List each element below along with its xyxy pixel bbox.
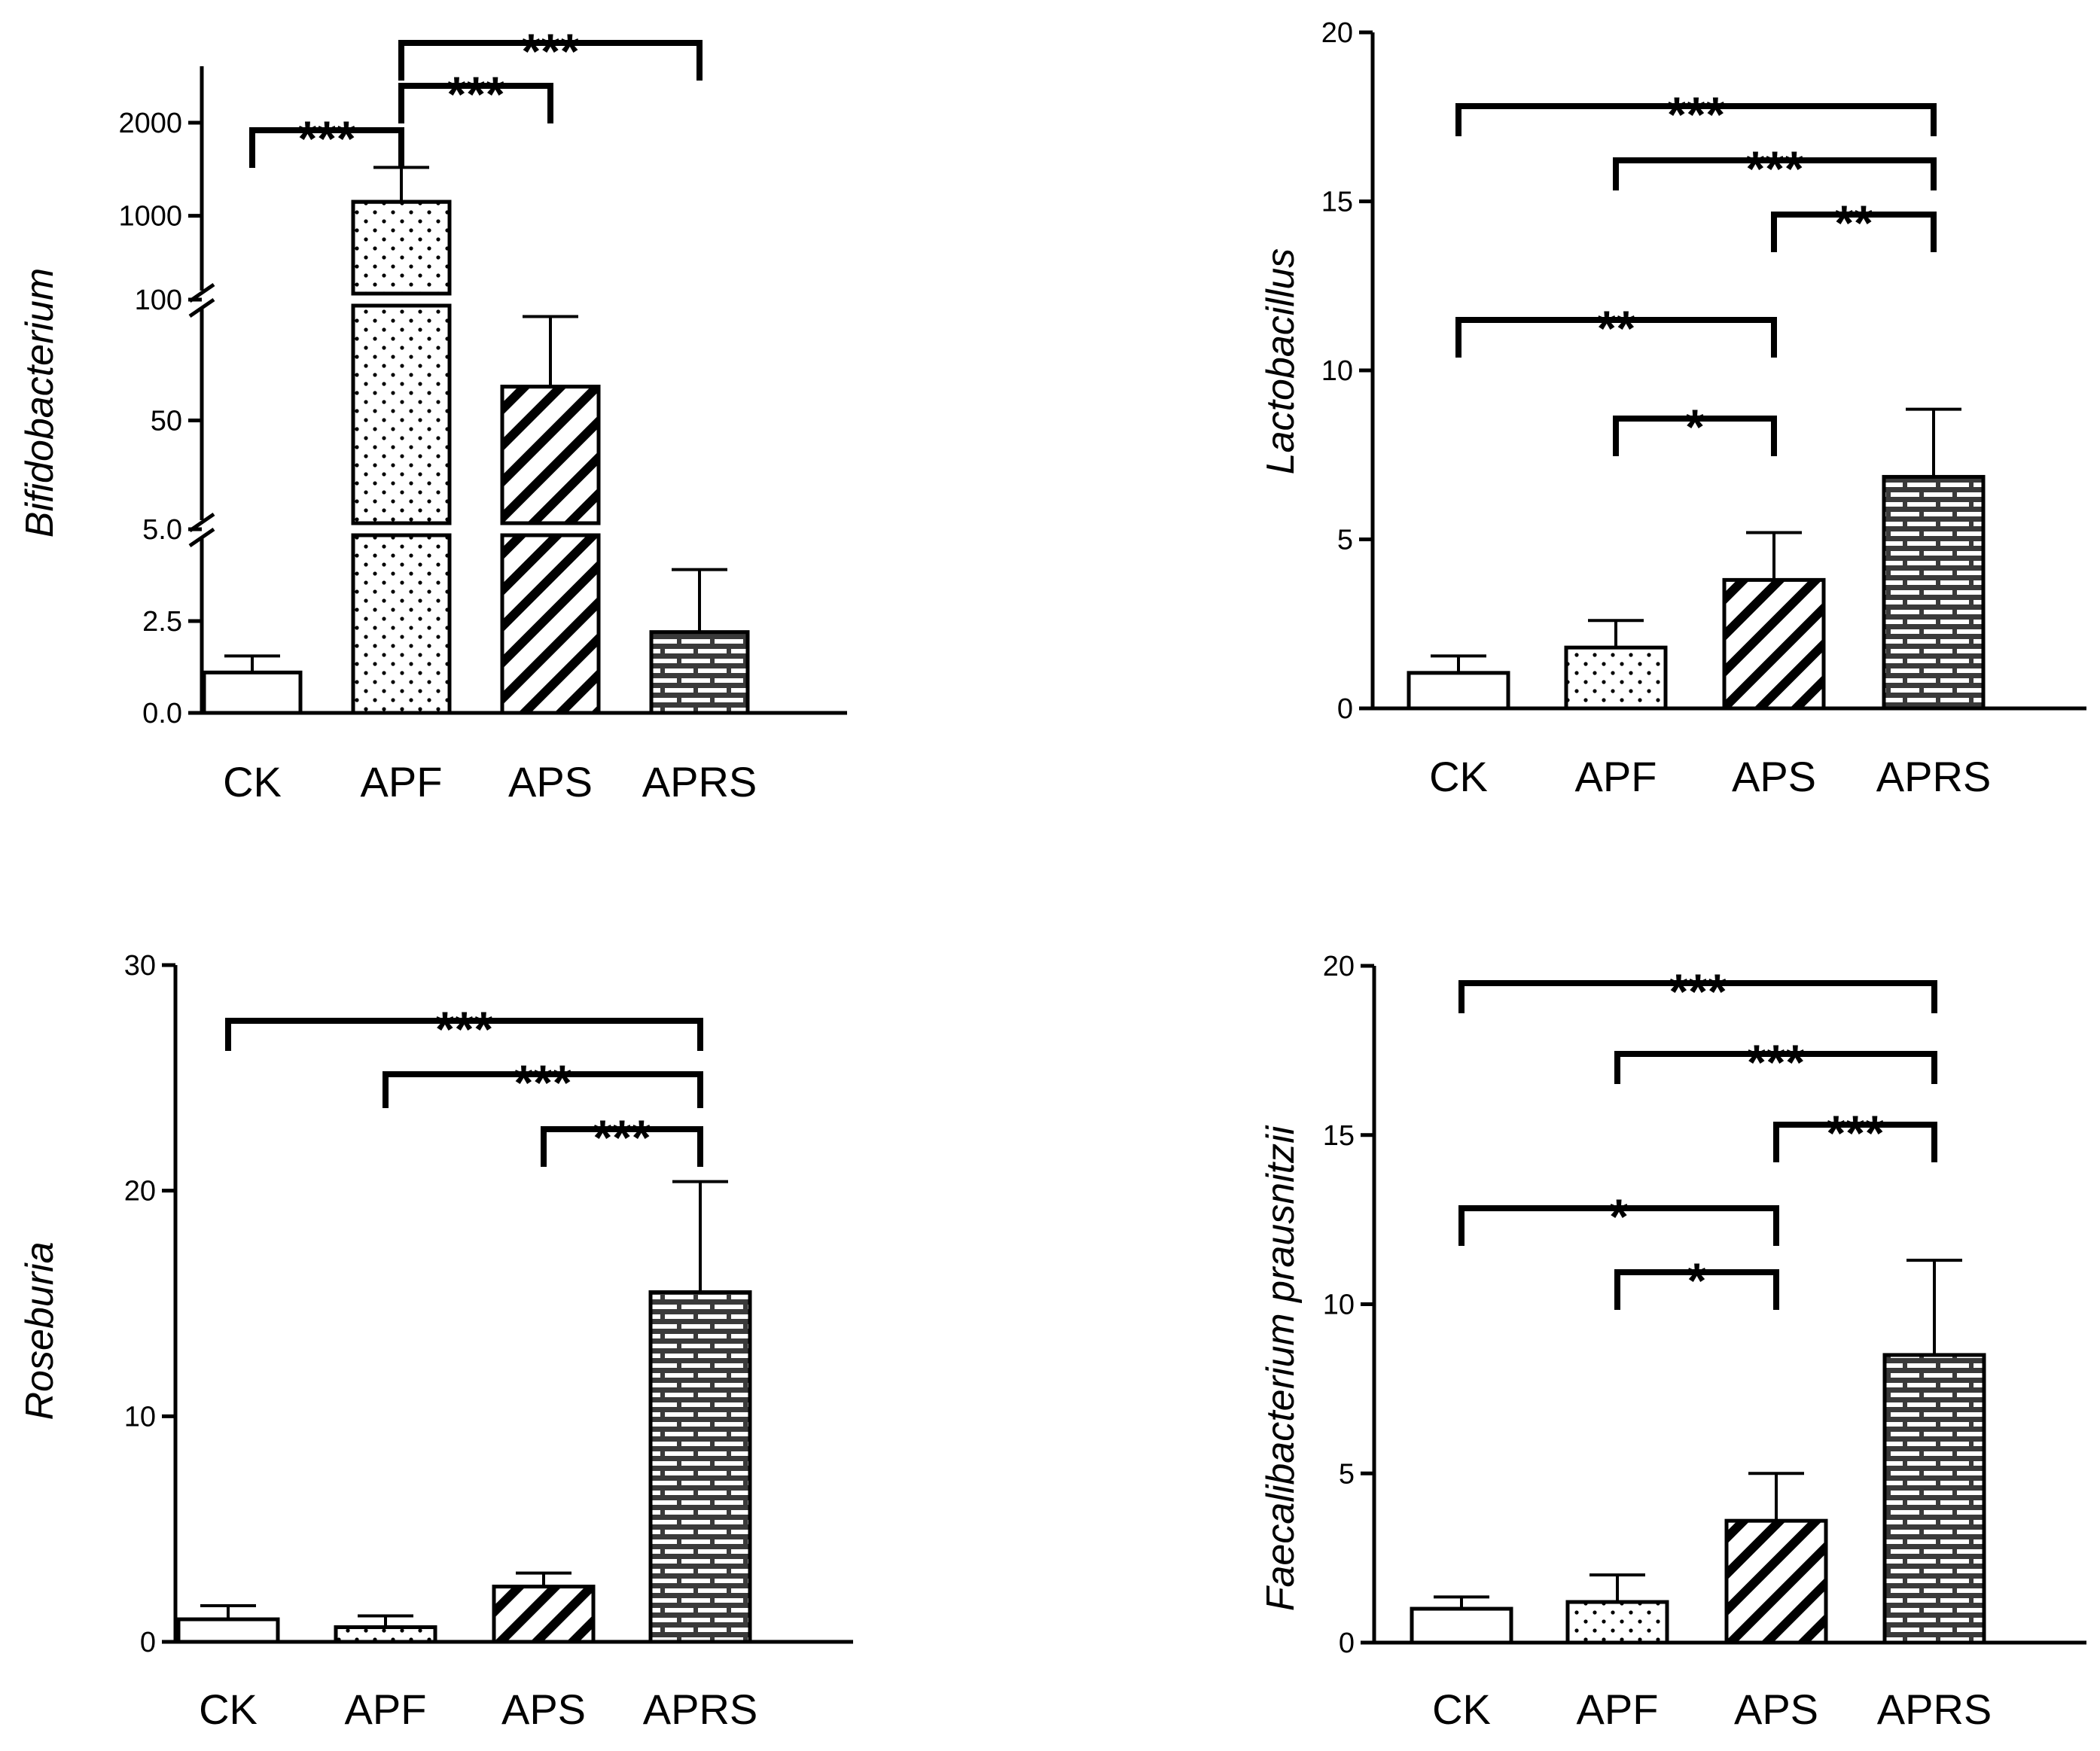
y-tick-label: 10 bbox=[1321, 355, 1353, 387]
y-tick-label: 0 bbox=[1337, 693, 1353, 725]
y-tick-label: 5 bbox=[1337, 525, 1353, 556]
roseburia-chart: 0 10 20 30 CK APF APS APRS Roseburia *** *** *** bbox=[18, 950, 853, 1733]
significance-bracket bbox=[1771, 212, 1937, 252]
bar-aps bbox=[492, 1585, 596, 1644]
x-tick-label-apf: APF bbox=[1575, 753, 1657, 800]
x-tick-label-ck: CK bbox=[1432, 1686, 1491, 1733]
significance-bracket bbox=[1455, 103, 1937, 136]
y-tick-label: 2000 bbox=[118, 108, 182, 139]
significance-label: * bbox=[1687, 1253, 1707, 1308]
bar-aps-seg-1 bbox=[500, 385, 601, 525]
x-tick-label-apf: APF bbox=[1577, 1686, 1659, 1733]
axis-break-mark bbox=[188, 527, 215, 548]
x-tick-label-aps: APS bbox=[1732, 753, 1816, 800]
significance-bracket bbox=[1773, 1122, 1937, 1162]
significance-label: *** bbox=[521, 23, 579, 79]
significance-label: *** bbox=[593, 1110, 651, 1165]
bar-ck bbox=[1407, 671, 1510, 711]
bar-aprs bbox=[1882, 474, 1986, 711]
significance-label: *** bbox=[1826, 1105, 1884, 1161]
x-tick-label-aprs: APRS bbox=[1877, 1686, 1992, 1733]
significance-label: *** bbox=[297, 111, 355, 166]
significance-bracket bbox=[1614, 1269, 1779, 1310]
bar-ck bbox=[1410, 1606, 1513, 1645]
y-tick-label: 15 bbox=[1323, 1120, 1355, 1152]
significance-label: * bbox=[1609, 1189, 1629, 1244]
significance-label: *** bbox=[1667, 87, 1725, 142]
bar-apf-seg-1 bbox=[351, 303, 452, 525]
significance-bracket bbox=[1613, 416, 1777, 456]
y-tick-label: 20 bbox=[1323, 951, 1355, 982]
y-tick-label: 15 bbox=[1321, 187, 1353, 218]
significance-bracket bbox=[1614, 1051, 1937, 1084]
bar-aps bbox=[1724, 1518, 1828, 1645]
x-tick-label-aprs: APRS bbox=[642, 758, 757, 805]
y-tick-label: 20 bbox=[1321, 17, 1353, 49]
significance-bracket bbox=[398, 40, 703, 81]
significance-bracket bbox=[249, 127, 404, 168]
y-tick-label: 30 bbox=[124, 950, 156, 982]
y-axis-title: Bifidobacterium bbox=[18, 268, 62, 537]
y-tick-label: 0.0 bbox=[142, 698, 182, 729]
x-tick-label-ck: CK bbox=[1429, 753, 1488, 800]
x-tick-label-apf: APF bbox=[345, 1686, 427, 1733]
y-tick-label: 20 bbox=[124, 1176, 156, 1207]
x-tick-label-aps: APS bbox=[1734, 1686, 1818, 1733]
bar-aprs bbox=[648, 1290, 752, 1644]
significance-label: ** bbox=[1834, 195, 1873, 251]
significance-bracket bbox=[1455, 317, 1777, 358]
significance-bracket bbox=[1613, 157, 1937, 190]
y-tick-label: 50 bbox=[151, 406, 182, 437]
bar-apf-seg-2 bbox=[351, 199, 452, 296]
y-axis-title: Lactobacillus bbox=[1259, 248, 1303, 475]
y-tick-label: 2.5 bbox=[142, 606, 182, 638]
significance-bracket bbox=[1458, 980, 1937, 1013]
significance-label: ** bbox=[1597, 300, 1636, 356]
significance-label: *** bbox=[514, 1055, 571, 1110]
bar-aps-seg-0 bbox=[500, 533, 601, 715]
y-tick-label: 5 bbox=[1339, 1458, 1355, 1490]
y-tick-label: 10 bbox=[1323, 1290, 1355, 1321]
bar-aprs bbox=[649, 630, 750, 715]
y-tick-label: 10 bbox=[124, 1401, 156, 1433]
y-tick-label: 5.0 bbox=[142, 514, 182, 546]
bar-ck bbox=[176, 1617, 280, 1644]
y-axis-title: Roseburia bbox=[18, 1241, 62, 1420]
faecalibacterium-chart: 0 5 10 15 20 CK APF APS APRS Faecalibacterium pra… bbox=[1259, 951, 2086, 1733]
significance-bracket bbox=[541, 1126, 703, 1167]
x-tick-label-aprs: APRS bbox=[1876, 753, 1992, 800]
x-tick-label-aps: APS bbox=[501, 1686, 586, 1733]
bar-apf bbox=[334, 1625, 437, 1644]
significance-label: * bbox=[1685, 399, 1705, 455]
bifidobacterium-chart: 0.0 2.5 5.0 50 100 1000 2000 CK APF APS APRS Bifido… bbox=[18, 23, 847, 805]
significance-bracket bbox=[398, 83, 553, 123]
y-tick-label: 0 bbox=[1339, 1628, 1355, 1659]
significance-label: *** bbox=[1669, 964, 1727, 1019]
bar-aps bbox=[1722, 577, 1826, 711]
significance-bracket bbox=[225, 1018, 703, 1051]
significance-label: *** bbox=[1745, 141, 1803, 196]
x-tick-label-ck: CK bbox=[223, 758, 282, 805]
significance-bracket bbox=[383, 1071, 703, 1108]
significance-label: *** bbox=[447, 66, 504, 122]
x-tick-label-aps: APS bbox=[508, 758, 593, 805]
significance-bracket bbox=[1458, 1205, 1779, 1246]
bar-apf bbox=[1565, 1600, 1669, 1645]
y-axis-title: Faecalibacterium prausnitzii bbox=[1259, 1125, 1303, 1611]
y-tick-label: 100 bbox=[135, 285, 182, 316]
axis-break-mark bbox=[188, 297, 215, 318]
x-tick-label-ck: CK bbox=[199, 1686, 258, 1733]
bar-apf-seg-0 bbox=[351, 533, 452, 715]
bar-ck bbox=[202, 670, 303, 715]
bar-apf bbox=[1564, 645, 1668, 711]
y-tick-label: 1000 bbox=[118, 201, 182, 233]
y-tick-label: 0 bbox=[140, 1627, 156, 1658]
x-tick-label-apf: APF bbox=[361, 758, 443, 805]
significance-label: *** bbox=[435, 1001, 493, 1057]
x-tick-label-aprs: APRS bbox=[643, 1686, 758, 1733]
bar-aprs bbox=[1882, 1353, 1986, 1645]
significance-label: *** bbox=[1747, 1034, 1805, 1090]
